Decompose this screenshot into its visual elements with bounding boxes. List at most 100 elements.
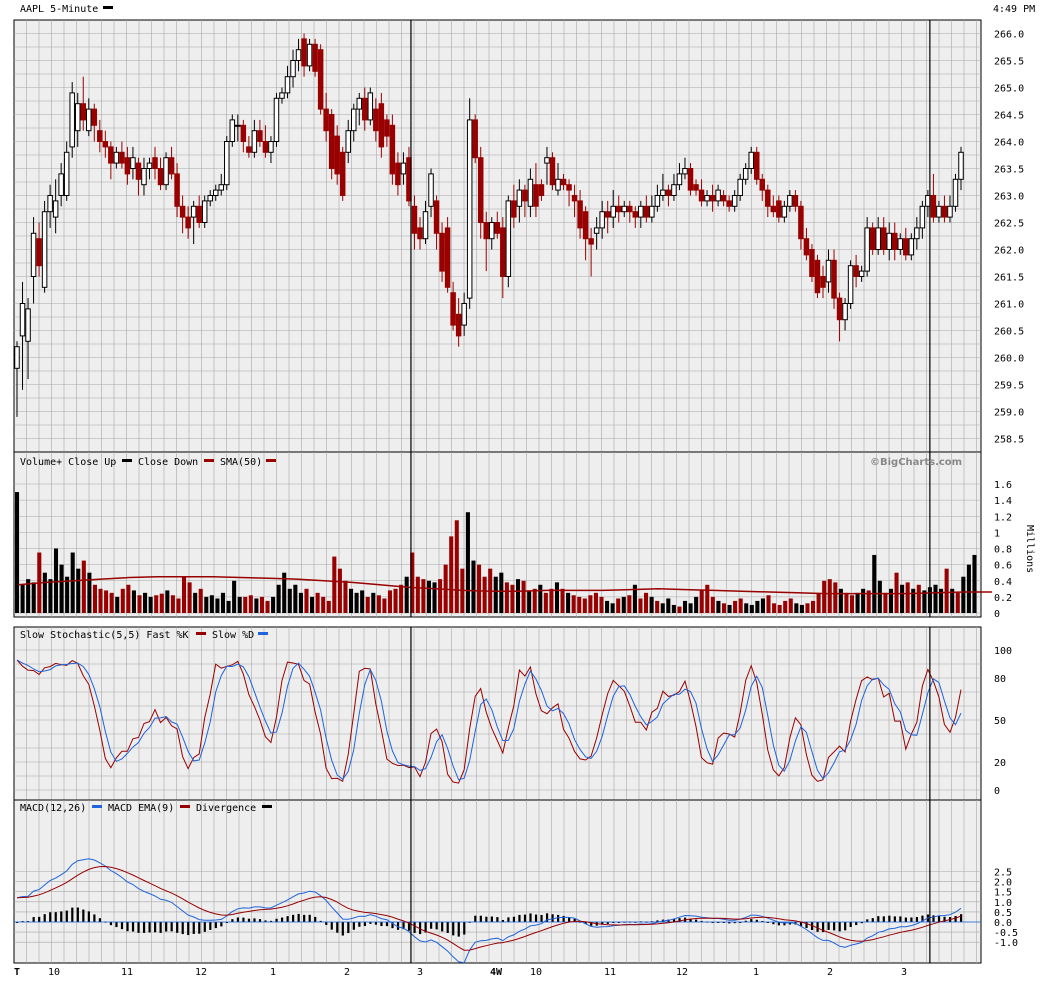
price-y-tick-label: 259.5 [994, 381, 1024, 392]
volume-bar [76, 568, 81, 613]
volume-bar [187, 582, 192, 613]
divergence-bar [507, 917, 510, 922]
candle-body [892, 232, 898, 251]
divergence-bar [512, 916, 516, 922]
divergence-bar [38, 916, 41, 922]
candle-body [781, 205, 788, 218]
volume-bar [922, 590, 927, 613]
candle-body [135, 162, 142, 180]
divergence-bar [523, 914, 527, 922]
sma-swatch [266, 459, 276, 462]
candle-body [693, 184, 699, 191]
divergence-bar [336, 922, 339, 933]
divergence-bar [109, 922, 113, 926]
volume-bar [499, 572, 504, 613]
volume-bar [65, 576, 70, 613]
divergence-bar [761, 921, 764, 923]
candle-body [86, 108, 92, 132]
candle-body [886, 232, 892, 251]
divergence-bar [308, 914, 311, 922]
divergence-bar [435, 922, 438, 930]
candle-body [246, 146, 252, 153]
volume-bar [855, 592, 860, 613]
volume-y-tick-label: 1.2 [994, 512, 1012, 523]
volume-bar [916, 584, 921, 613]
candle-body [224, 141, 230, 186]
volume-bar [582, 598, 587, 613]
divergence-bar [314, 916, 317, 922]
volume-y-tick-label: 0.8 [994, 545, 1012, 556]
stochastic-y-tick-label: 80 [994, 674, 1006, 685]
volume-bar [493, 576, 498, 613]
candle-body [549, 157, 556, 186]
volume-bar [699, 590, 704, 613]
divergence-bar [590, 922, 593, 926]
volume-bar [276, 584, 281, 613]
candle-body [290, 60, 296, 78]
candle-body [212, 189, 219, 197]
time-label: 4:49 PM [993, 4, 1035, 15]
volume-bar [955, 592, 960, 613]
macd-y-tick-label: 2.5 [994, 868, 1012, 879]
volume-y-tick-label: 1.4 [994, 496, 1012, 507]
volume-bar [154, 595, 159, 613]
divergence-bar [921, 915, 924, 922]
divergence-bar [755, 919, 758, 922]
volume-bar [376, 595, 381, 613]
candle-body [715, 189, 721, 202]
divergence-bar [557, 914, 560, 922]
divergence-swatch [262, 805, 272, 808]
candle-body [858, 270, 865, 278]
candle-body [500, 227, 506, 277]
candle-body [268, 141, 274, 153]
candle-body [367, 92, 374, 121]
volume-bar [621, 596, 626, 613]
volume-bar [165, 590, 170, 613]
x-axis-label: 2 [344, 967, 350, 978]
macd-y-tick-label: 0.5 [994, 908, 1012, 919]
volume-bar [605, 600, 610, 613]
volume-bar [126, 584, 131, 613]
volume-y-tick-label: 0.6 [994, 561, 1012, 572]
candle-body [544, 157, 550, 164]
candle-body [698, 189, 705, 202]
price-y-tick-label: 265.0 [994, 84, 1024, 95]
candle-body [627, 205, 633, 213]
volume-bar [799, 604, 804, 613]
volume-bar [404, 576, 409, 613]
candle-body [494, 222, 501, 234]
candle-body [853, 265, 859, 278]
divergence-bar [551, 914, 554, 922]
candle-body [356, 97, 363, 110]
candle-body [875, 227, 881, 250]
divergence-bar [584, 922, 587, 925]
volume-y-tick-label: 0.4 [994, 577, 1012, 588]
volume-bar [727, 604, 732, 613]
candle-body [168, 157, 175, 175]
candle-body [571, 195, 578, 202]
divergence-bar [728, 922, 731, 924]
volume-bar [900, 584, 905, 613]
divergence-bar [198, 922, 201, 934]
price-y-tick-label: 266.0 [994, 30, 1024, 41]
volume-bar [649, 596, 654, 613]
divergence-bar [783, 922, 786, 926]
candle-body [52, 200, 59, 218]
divergence-bar [540, 914, 543, 922]
divergence-bar [54, 912, 57, 922]
price-y-tick-label: 264.0 [994, 138, 1024, 149]
candle-body [450, 292, 456, 326]
volume-bar [15, 492, 20, 613]
volume-bar [120, 588, 125, 613]
divergence-bar [16, 922, 19, 923]
candle-body [489, 222, 495, 240]
divergence-bar [877, 916, 880, 922]
volume-bar [833, 582, 838, 613]
candle-body [201, 200, 208, 223]
price-y-tick-label: 262.0 [994, 246, 1024, 257]
candle-body [676, 173, 683, 186]
candle-body [30, 232, 37, 278]
volume-bar [677, 606, 682, 613]
divergence-bar [275, 918, 278, 922]
divergence-bar [827, 922, 830, 931]
